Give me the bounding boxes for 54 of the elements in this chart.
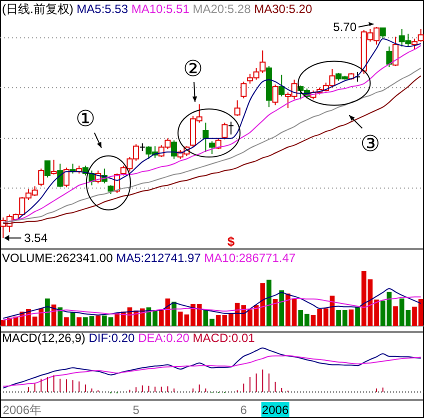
candlestick (209, 140, 215, 154)
bar (96, 316, 101, 326)
bar (76, 317, 82, 326)
bar (348, 310, 354, 326)
text: MA5:5.53 (73, 2, 128, 16)
candlestick (202, 122, 209, 153)
annotation: $ (227, 234, 236, 249)
candlestick (380, 27, 386, 40)
candlestick (386, 46, 392, 68)
text: MA20:5.28 (189, 2, 252, 16)
series-label: DEA:0.20 (134, 331, 190, 345)
annotation: ③ (360, 131, 380, 156)
candlestick (228, 121, 234, 135)
candlestick (240, 81, 247, 99)
candlestick (272, 84, 278, 106)
bar (45, 298, 50, 326)
chart-title: VOLUME:262341.00 (2, 251, 114, 265)
text: MA30:5.20 (250, 2, 312, 16)
bar (172, 302, 176, 326)
text: MA10:5.51 (128, 2, 190, 16)
candlestick (171, 140, 178, 160)
bar (279, 290, 284, 326)
candlestick (392, 36, 399, 67)
bar (266, 280, 272, 326)
annotation: ② (183, 56, 203, 82)
x-tick-label: 5 (132, 403, 140, 417)
candlestick (44, 160, 50, 178)
candlestick (412, 38, 418, 50)
candlestick (139, 142, 146, 152)
series-label: DIF:0.20 (85, 331, 136, 345)
bar (64, 317, 69, 326)
candlestick (63, 167, 70, 188)
candlestick (278, 74, 285, 97)
annotation: 3.54 (24, 231, 48, 245)
text: MA5:212741.97 (112, 251, 202, 265)
text: MA10:286771.47 (200, 251, 296, 265)
candlestick (38, 168, 44, 187)
candlestick (234, 100, 240, 116)
bar (70, 312, 76, 326)
chart-title: (日线.前复权) (2, 2, 74, 16)
bar (355, 307, 360, 326)
annotation: ① (76, 106, 96, 131)
candlestick (260, 50, 266, 74)
candlestick (50, 159, 57, 176)
annotation: 5.70 (333, 20, 357, 34)
candlestick (57, 163, 64, 188)
bar (272, 299, 278, 326)
text: MACD:0.01 (189, 331, 256, 345)
text: 2006 (262, 403, 289, 417)
x-tick-label: 6 (240, 403, 248, 417)
bar (393, 306, 398, 326)
x-tick-label: 2006年 (2, 403, 42, 417)
chart-title: MACD(12,26,9) (2, 331, 86, 345)
candlestick (222, 122, 228, 140)
